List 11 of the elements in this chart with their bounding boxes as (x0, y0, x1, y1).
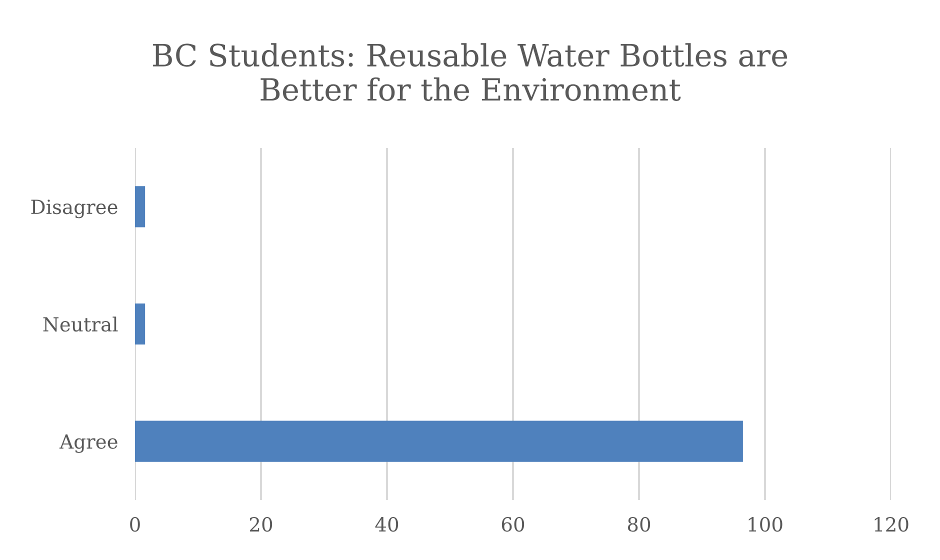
y-tick-label: Neutral (43, 316, 118, 332)
x-tick-label: 100 (748, 517, 782, 532)
x-tick-label: 60 (502, 517, 524, 532)
y-tick-label: Agree (59, 434, 118, 453)
x-tick-label: 80 (628, 517, 650, 532)
x-tick-label: 120 (874, 517, 908, 532)
chart-title: BC Students: Reusable Water Bottles are Better for the Environment (153, 43, 788, 101)
x-tick-label: 40 (375, 517, 398, 532)
y-tick-label: Disagree (31, 200, 118, 218)
x-tick-label: 20 (250, 517, 272, 532)
x-tick-label: 0 (130, 517, 140, 532)
